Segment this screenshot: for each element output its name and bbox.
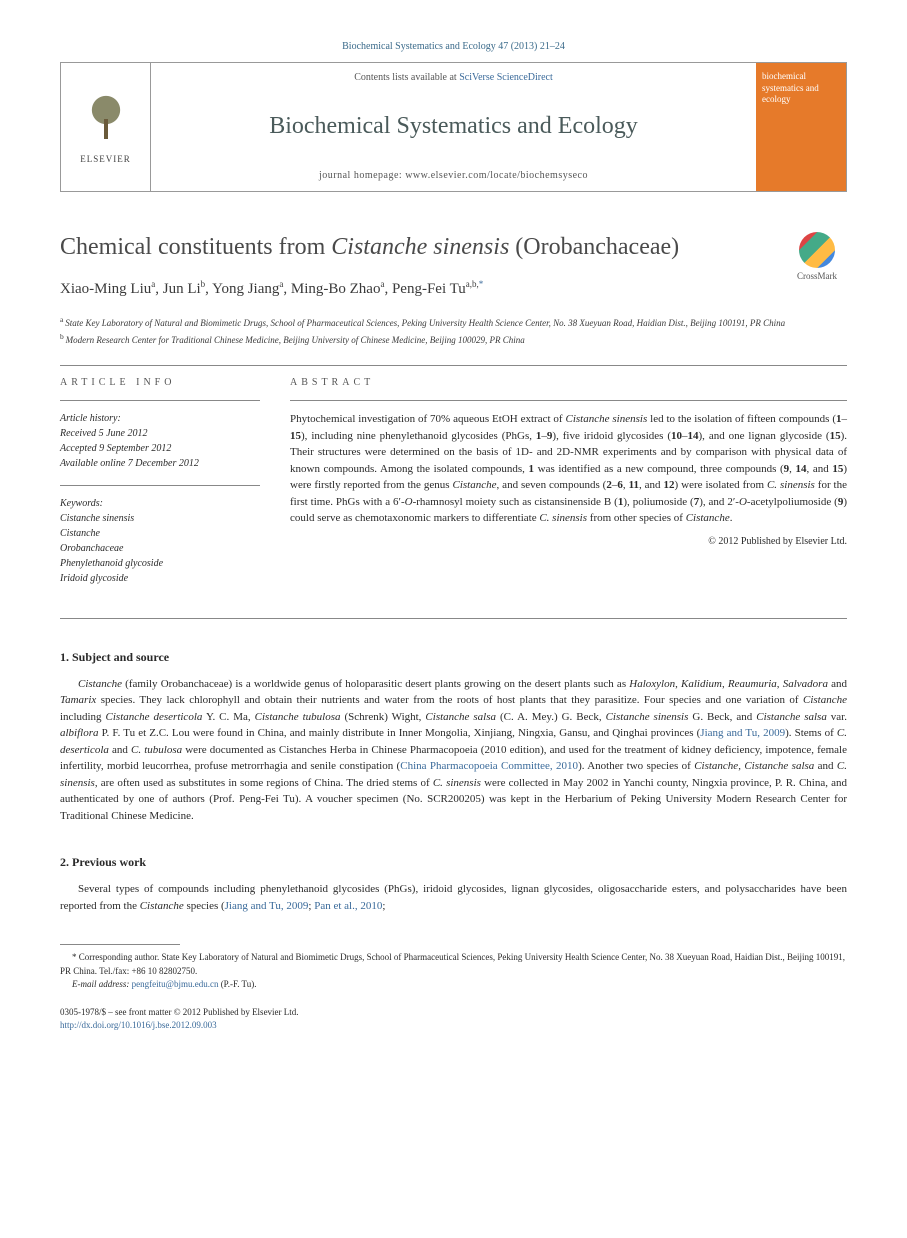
info-abstract-row: ARTICLE INFO Article history: Received 5… — [60, 376, 847, 600]
journal-header-box: ELSEVIER Contents lists available at Sci… — [60, 62, 847, 192]
elsevier-tree-icon — [81, 89, 131, 149]
info-divider-1 — [60, 400, 260, 401]
author: Ming-Bo Zhao — [291, 281, 381, 297]
contents-prefix: Contents lists available at — [354, 72, 459, 83]
section-heading: 1. Subject and source — [60, 649, 847, 666]
author: Peng-Fei Tu — [392, 281, 466, 297]
abstract-label: ABSTRACT — [290, 376, 847, 390]
header-center: Contents lists available at SciVerse Sci… — [151, 63, 756, 191]
email-footnote: E-mail address: pengfeitu@bjmu.edu.cn (P… — [60, 978, 847, 992]
footer: 0305-1978/$ – see front matter © 2012 Pu… — [60, 1006, 847, 1033]
history-line: Available online 7 December 2012 — [60, 456, 260, 471]
author-affil-sup: b — [201, 279, 206, 289]
history-label: Article history: — [60, 411, 260, 426]
abstract-column: ABSTRACT Phytochemical investigation of … — [290, 376, 847, 600]
corresponding-author-footnote: * Corresponding author. State Key Labora… — [60, 951, 847, 978]
keyword: Cistanche sinensis — [60, 511, 260, 526]
issn-line: 0305-1978/$ – see front matter © 2012 Pu… — [60, 1006, 847, 1020]
author-affil-sup: a — [279, 279, 283, 289]
title-post: (Orobanchaceae) — [509, 234, 679, 260]
journal-cover-thumb: biochemical systematics and ecology — [756, 63, 846, 191]
doi-link[interactable]: http://dx.doi.org/10.1016/j.bse.2012.09.… — [60, 1019, 847, 1033]
article-info-label: ARTICLE INFO — [60, 376, 260, 390]
crossmark-label: CrossMark — [797, 271, 837, 281]
affiliations: a State Key Laboratory of Natural and Bi… — [60, 314, 847, 347]
keyword: Phenylethanoid glycoside — [60, 556, 260, 571]
journal-title: Biochemical Systematics and Ecology — [163, 110, 744, 144]
contents-line: Contents lists available at SciVerse Sci… — [163, 71, 744, 85]
copyright-line: © 2012 Published by Elsevier Ltd. — [290, 535, 847, 549]
title-species: Cistanche sinensis — [331, 234, 509, 260]
homepage-line: journal homepage: www.elsevier.com/locat… — [163, 169, 744, 183]
article-history: Article history: Received 5 June 2012Acc… — [60, 411, 260, 471]
history-line: Accepted 9 September 2012 — [60, 441, 260, 456]
keyword: Cistanche — [60, 526, 260, 541]
section-text: Several types of compounds including phe… — [60, 881, 847, 914]
keyword: Iridoid glycoside — [60, 571, 260, 586]
elsevier-logo: ELSEVIER — [61, 63, 151, 191]
crossmark-icon — [799, 232, 835, 268]
affiliation: b Modern Research Center for Traditional… — [60, 331, 847, 348]
body-section: 2. Previous work Several types of compoun… — [60, 854, 847, 914]
info-divider-2 — [60, 485, 260, 486]
authors-line: Xiao-Ming Liua, Jun Lib, Yong Jianga, Mi… — [60, 278, 847, 300]
author-affil-sup: a — [151, 279, 155, 289]
history-line: Received 5 June 2012 — [60, 426, 260, 441]
keywords-label: Keywords: — [60, 496, 260, 511]
email-link[interactable]: pengfeitu@bjmu.edu.cn — [132, 979, 219, 989]
divider-top — [60, 365, 847, 366]
article-info-column: ARTICLE INFO Article history: Received 5… — [60, 376, 260, 600]
author-affil-sup: a — [380, 279, 384, 289]
journal-reference: Biochemical Systematics and Ecology 47 (… — [60, 40, 847, 54]
abstract-divider — [290, 400, 847, 401]
email-label: E-mail address: — [72, 979, 132, 989]
author: Jun Li — [163, 281, 201, 297]
abstract-text: Phytochemical investigation of 70% aqueo… — [290, 411, 847, 527]
divider-bottom — [60, 618, 847, 619]
title-pre: Chemical constituents from — [60, 234, 331, 260]
elsevier-label: ELSEVIER — [80, 153, 131, 166]
author: Xiao-Ming Liu — [60, 281, 151, 297]
keywords-block: Keywords: Cistanche sinensisCistancheOro… — [60, 496, 260, 586]
section-text: Cistanche (family Orobanchaceae) is a wo… — [60, 676, 847, 825]
footnote-rule — [60, 944, 180, 945]
section-heading: 2. Previous work — [60, 854, 847, 871]
keyword: Orobanchaceae — [60, 541, 260, 556]
homepage-prefix: journal homepage: — [319, 170, 405, 181]
homepage-url[interactable]: www.elsevier.com/locate/biochemsyseco — [405, 170, 588, 181]
article-title: Chemical constituents from Cistanche sin… — [60, 232, 847, 262]
email-post: (P.-F. Tu). — [218, 979, 256, 989]
body-section: 1. Subject and source Cistanche (family O… — [60, 649, 847, 824]
author: Yong Jiang — [212, 281, 279, 297]
corresponding-star[interactable]: * — [479, 279, 484, 289]
sciencedirect-link[interactable]: SciVerse ScienceDirect — [459, 72, 553, 83]
affiliation: a State Key Laboratory of Natural and Bi… — [60, 314, 847, 331]
author-affil-sup: a,b, — [466, 279, 479, 289]
crossmark-badge[interactable]: CrossMark — [787, 232, 847, 283]
